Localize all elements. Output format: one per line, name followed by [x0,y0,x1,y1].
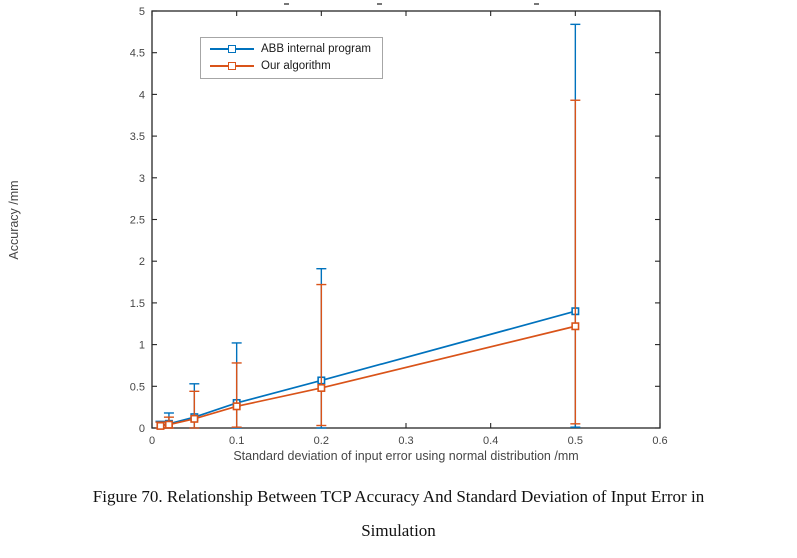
y-tick-label: 4 [139,89,145,101]
caption-line-2: Simulation [361,521,436,540]
legend-item-our: Our algorithm [210,59,371,73]
series-line [160,325,576,427]
x-tick-label: 0.4 [483,435,498,447]
data-point-marker [164,420,173,429]
y-tick-label: 5 [139,6,145,18]
data-point-marker [232,402,241,411]
y-tick-labels: 0 0.5 1 1.5 2 2.5 3 3.5 4 4.5 5 [130,6,145,435]
series-our-algorithm [155,99,581,430]
y-tick-label: 1 [139,340,145,352]
figure-caption: Figure 70. Relationship Between TCP Accu… [0,487,797,541]
errorbar-plot: 0 0.1 0.2 0.3 0.4 0.5 0.6 0 0.5 1 1.5 2 2.5 3 3.5 4 4.5 5 [130,3,668,447]
x-tick-label: 0.2 [314,435,329,447]
y-tick-label: 2.5 [130,215,145,227]
cropped-text-artifact [284,3,289,5]
series-abb-internal-program [155,23,581,430]
x-tick-label: 0 [149,435,155,447]
data-point-marker [317,383,326,392]
error-bar [570,99,581,425]
error-bar [316,283,327,427]
y-tick-label: 1.5 [130,298,145,310]
y-tick-label: 2 [139,256,145,268]
y-tick-label: 4.5 [130,48,145,60]
error-bar [231,362,242,428]
cropped-text-artifact [377,3,382,5]
square-marker-icon [228,45,236,53]
axis-ticks [151,10,661,429]
figure-chart: 0 0.1 0.2 0.3 0.4 0.5 0.6 0 0.5 1 1.5 2 2.5 3 3.5 4 4.5 5… [7,3,668,463]
y-tick-label: 3 [139,173,145,185]
x-tick-label: 0.3 [398,435,413,447]
cropped-text-artifact [534,3,539,5]
y-tick-label: 0 [139,423,145,435]
series-line [160,310,576,427]
x-tick-labels: 0 0.1 0.2 0.3 0.4 0.5 0.6 [149,435,668,447]
y-axis-label: Accuracy /mm [7,180,21,260]
square-marker-icon [228,62,236,70]
legend-swatch-our [210,62,254,71]
legend-label: Our algorithm [261,60,331,72]
x-tick-label: 0.5 [568,435,583,447]
x-tick-label: 0.6 [652,435,667,447]
x-tick-label: 0.1 [229,435,244,447]
legend-item-abb: ABB internal program [210,42,371,56]
data-point-marker [190,414,199,423]
x-axis-label: Standard deviation of input error using … [233,449,579,463]
caption-line-1: Figure 70. Relationship Between TCP Accu… [92,487,705,506]
y-tick-label: 0.5 [130,381,145,393]
data-point-marker [571,322,580,331]
legend-label: ABB internal program [261,43,371,55]
y-tick-label: 3.5 [130,131,145,143]
data-point-marker [156,421,165,430]
legend: ABB internal program Our algorithm [200,37,383,79]
legend-swatch-abb [210,45,254,54]
cropped-text-artifacts [284,3,539,5]
